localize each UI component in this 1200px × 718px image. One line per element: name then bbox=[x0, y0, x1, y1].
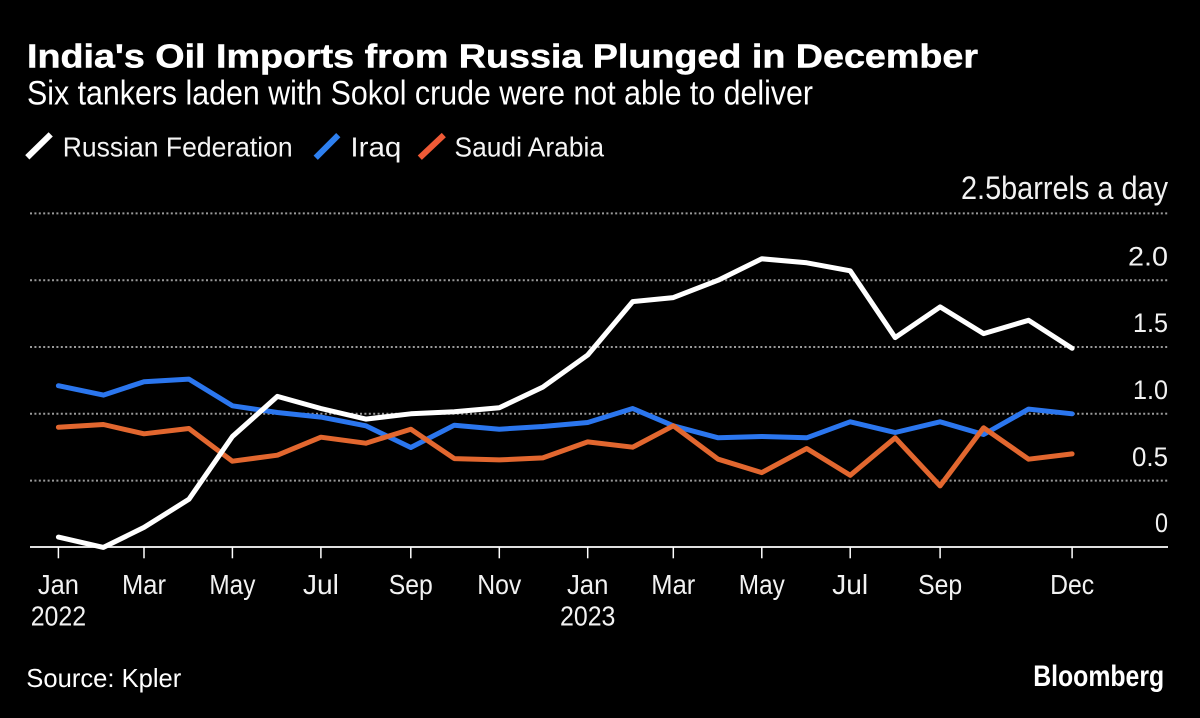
svg-text:2.0: 2.0 bbox=[1128, 241, 1168, 271]
svg-text:Jan: Jan bbox=[567, 569, 609, 600]
svg-text:2.5barrels a day: 2.5barrels a day bbox=[961, 170, 1168, 206]
svg-text:1.0: 1.0 bbox=[1133, 375, 1168, 405]
svg-text:Jan: Jan bbox=[38, 569, 79, 600]
svg-text:May: May bbox=[209, 569, 255, 600]
svg-text:Jul: Jul bbox=[303, 569, 339, 600]
svg-text:Jul: Jul bbox=[832, 569, 868, 600]
svg-text:Nov: Nov bbox=[477, 569, 521, 600]
svg-text:Source: Kpler: Source: Kpler bbox=[26, 663, 181, 693]
svg-text:Saudi Arabia: Saudi Arabia bbox=[455, 131, 605, 162]
svg-text:May: May bbox=[739, 569, 785, 600]
svg-text:2023: 2023 bbox=[560, 600, 615, 631]
svg-text:0.5: 0.5 bbox=[1132, 442, 1168, 472]
svg-text:Bloomberg: Bloomberg bbox=[1033, 660, 1164, 693]
svg-text:Mar: Mar bbox=[651, 569, 695, 600]
svg-text:Mar: Mar bbox=[122, 569, 166, 600]
svg-text:Sep: Sep bbox=[389, 569, 433, 600]
svg-text:Dec: Dec bbox=[1050, 569, 1094, 600]
svg-text:Six tankers laden with Sokol c: Six tankers laden with Sokol crude were … bbox=[27, 74, 813, 112]
svg-text:India's Oil Imports from Russi: India's Oil Imports from Russia Plunged … bbox=[27, 39, 978, 76]
svg-text:Russian Federation: Russian Federation bbox=[63, 131, 293, 162]
svg-text:0: 0 bbox=[1155, 508, 1168, 538]
svg-text:2022: 2022 bbox=[31, 600, 86, 631]
svg-text:1.5: 1.5 bbox=[1133, 308, 1168, 338]
svg-text:Sep: Sep bbox=[918, 569, 962, 600]
svg-text:Iraq: Iraq bbox=[350, 131, 401, 162]
